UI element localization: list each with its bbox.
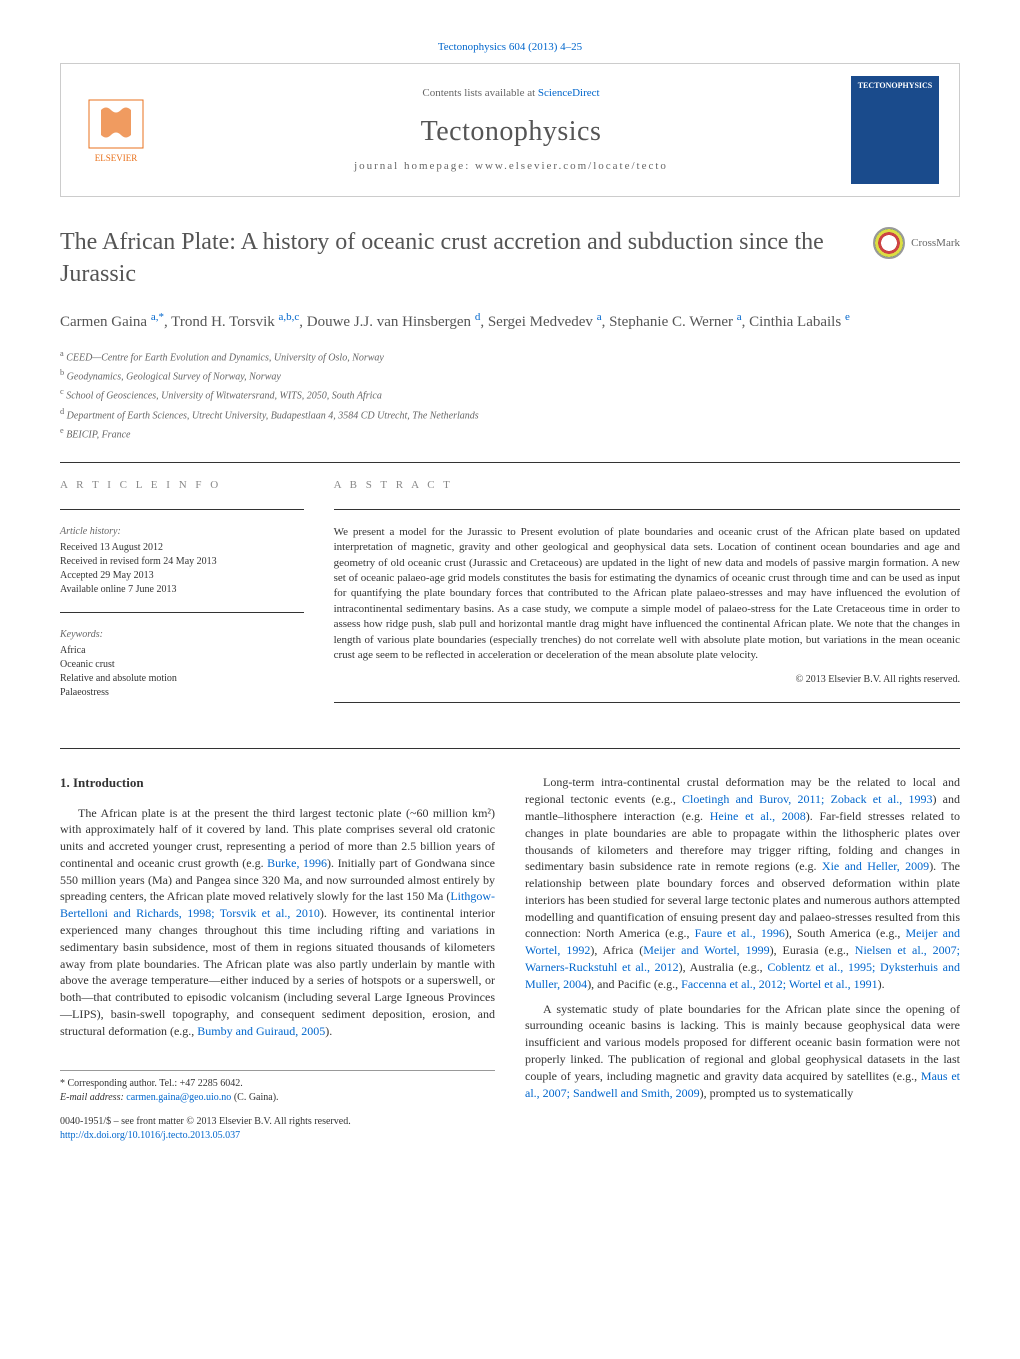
- keywords-label: Keywords:: [60, 628, 304, 642]
- journal-cover-thumbnail: TECTONOPHYSICS: [851, 76, 939, 184]
- article-info-heading: A R T I C L E I N F O: [60, 478, 304, 493]
- body-left-column: 1. Introduction The African plate is at …: [60, 774, 495, 1142]
- abstract-text: We present a model for the Jurassic to P…: [334, 525, 960, 664]
- svg-text:ELSEVIER: ELSEVIER: [95, 153, 138, 163]
- elsevier-logo: ELSEVIER: [81, 95, 151, 165]
- contents-available: Contents lists available at ScienceDirec…: [171, 86, 851, 101]
- keyword-line: Palaeostress: [60, 686, 304, 700]
- affiliations-list: a CEED—Centre for Earth Evolution and Dy…: [60, 348, 960, 443]
- history-line: Received in revised form 24 May 2013: [60, 555, 304, 569]
- keyword-line: Africa: [60, 644, 304, 658]
- issn-doi-block: 0040-1951/$ – see front matter © 2013 El…: [60, 1115, 495, 1143]
- history-line: Available online 7 June 2013: [60, 583, 304, 597]
- body-paragraph: The African plate is at the present the …: [60, 805, 495, 1040]
- affiliation-line: c School of Geosciences, University of W…: [60, 386, 960, 403]
- journal-name: Tectonophysics: [171, 112, 851, 151]
- email-line: E-mail address: carmen.gaina@geo.uio.no …: [60, 1091, 495, 1105]
- affiliation-line: e BEICIP, France: [60, 425, 960, 442]
- affiliation-line: a CEED—Centre for Earth Evolution and Dy…: [60, 348, 960, 365]
- sciencedirect-link[interactable]: ScienceDirect: [538, 87, 600, 99]
- abstract-heading: A B S T R A C T: [334, 478, 960, 493]
- intro-heading: 1. Introduction: [60, 774, 495, 792]
- article-info-panel: A R T I C L E I N F O Article history: R…: [60, 478, 304, 718]
- journal-homepage: journal homepage: www.elsevier.com/locat…: [171, 159, 851, 174]
- corresponding-footer: * Corresponding author. Tel.: +47 2285 6…: [60, 1070, 495, 1105]
- abstract-panel: A B S T R A C T We present a model for t…: [334, 478, 960, 718]
- crossmark-icon: [873, 227, 905, 259]
- affiliation-line: d Department of Earth Sciences, Utrecht …: [60, 406, 960, 423]
- history-line: Received 13 August 2012: [60, 541, 304, 555]
- article-title: The African Plate: A history of oceanic …: [60, 227, 853, 289]
- doi-link[interactable]: http://dx.doi.org/10.1016/j.tecto.2013.0…: [60, 1130, 240, 1141]
- body-right-column: Long-term intra-continental crustal defo…: [525, 774, 960, 1142]
- journal-header: ELSEVIER Contents lists available at Sci…: [60, 63, 960, 197]
- author-email-link[interactable]: carmen.gaina@geo.uio.no: [126, 1092, 231, 1103]
- history-label: Article history:: [60, 525, 304, 539]
- citation-header: Tectonophysics 604 (2013) 4–25: [60, 40, 960, 55]
- crossmark-badge[interactable]: CrossMark: [873, 227, 960, 259]
- body-paragraph: A systematic study of plate boundaries f…: [525, 1001, 960, 1102]
- authors-list: Carmen Gaina a,*, Trond H. Torsvik a,b,c…: [60, 310, 960, 333]
- keyword-line: Relative and absolute motion: [60, 672, 304, 686]
- divider: [60, 462, 960, 463]
- abstract-copyright: © 2013 Elsevier B.V. All rights reserved…: [334, 673, 960, 687]
- history-line: Accepted 29 May 2013: [60, 569, 304, 583]
- affiliation-line: b Geodynamics, Geological Survey of Norw…: [60, 367, 960, 384]
- keyword-line: Oceanic crust: [60, 658, 304, 672]
- corresponding-author: * Corresponding author. Tel.: +47 2285 6…: [60, 1077, 495, 1091]
- body-paragraph: Long-term intra-continental crustal defo…: [525, 774, 960, 992]
